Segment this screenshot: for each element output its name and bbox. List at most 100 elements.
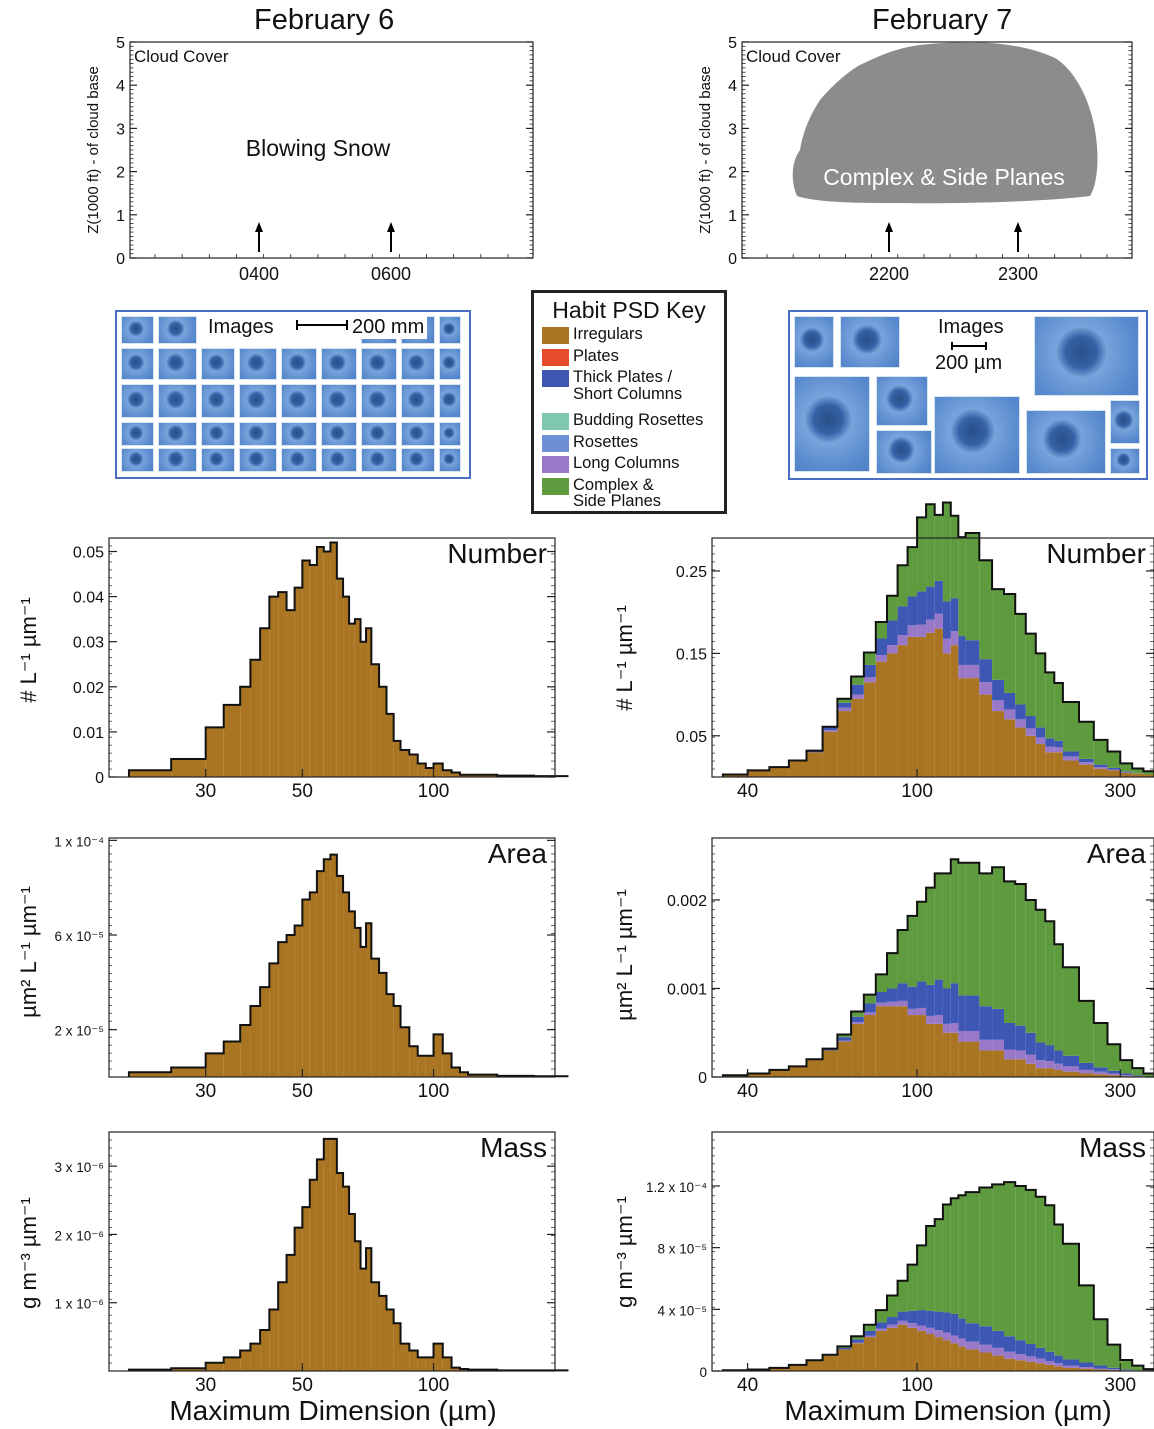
habit-label: Long Columns: [573, 455, 679, 472]
crystal-image-grid-feb6: [121, 316, 465, 473]
histogram-bar: [309, 1179, 317, 1371]
histogram-bar: [128, 1072, 172, 1077]
histogram-bar: [1054, 1224, 1063, 1356]
crystal-image-cell: [794, 376, 870, 472]
histogram-bar: [992, 1184, 1005, 1331]
crystal-image-cell: [876, 430, 932, 474]
histogram-bar: [1132, 768, 1144, 774]
histogram-bar: [897, 1000, 908, 1007]
histogram-bar: [747, 1073, 770, 1077]
y-tick-label: 2: [728, 165, 737, 182]
histogram-bar: [223, 704, 241, 777]
histogram-bar: [309, 565, 317, 777]
histogram-bar: [907, 1310, 918, 1324]
histogram-bar: [875, 622, 888, 639]
histogram-bar: [1035, 1358, 1046, 1364]
histogram-bar: [958, 678, 966, 777]
histogram-bar: [468, 774, 498, 777]
histogram-bar: [1035, 727, 1046, 738]
histogram-bar: [979, 682, 993, 695]
histogram-bar: [887, 1324, 898, 1328]
histogram-bar: [433, 1034, 443, 1077]
histogram-bar: [1004, 1049, 1016, 1060]
histogram-bar: [1132, 1365, 1144, 1371]
crystal-image-cell: [401, 448, 435, 472]
x-tick-label: 0600: [371, 264, 411, 284]
histogram-bar: [950, 1198, 959, 1314]
histogram-bar: [240, 686, 251, 777]
x-tick-label: 100: [901, 1081, 933, 1102]
histogram-bar: [979, 873, 993, 1007]
histogram-bar: [294, 587, 303, 777]
histogram-bar: [366, 1248, 372, 1371]
histogram-bar: [451, 772, 460, 777]
crystal-image-cell: [121, 422, 154, 446]
histogram-bar: [992, 679, 1005, 701]
x-tick-label: 100: [418, 1375, 450, 1396]
histogram-bar: [1093, 1368, 1108, 1370]
histogram-bar: [917, 591, 927, 625]
histogram-bar: [875, 661, 888, 777]
histogram-bar: [223, 1357, 241, 1371]
histogram-bar: [965, 995, 980, 1031]
histogram-bar: [260, 987, 270, 1077]
cloud-y-axis-label: Z(1000 ft) - of cloud base: [697, 66, 714, 234]
histogram-bar: [917, 901, 927, 982]
histogram-bar: [965, 1349, 980, 1371]
histogram-bar: [942, 601, 951, 639]
histogram-bar: [1120, 771, 1133, 773]
y-tick-label: 5: [728, 35, 737, 52]
histogram-bar: [1093, 1023, 1108, 1068]
histogram-bar: [887, 988, 898, 1002]
y-tick-label: 0: [116, 251, 125, 268]
crystal-image-cell: [239, 448, 277, 472]
histogram-bar: [417, 1357, 426, 1371]
histogram-bar: [926, 1023, 935, 1077]
x-tick-label: 2300: [998, 264, 1038, 284]
histogram-bar: [887, 1001, 898, 1007]
scale-text-feb6: 200 mm: [352, 316, 425, 338]
panel-title: Mass: [1079, 1132, 1146, 1163]
y-tick-label: 4 x 10⁻⁵: [658, 1303, 708, 1318]
histogram-bar: [897, 635, 908, 646]
histogram-bar: [950, 631, 959, 646]
histogram-bar: [1079, 762, 1094, 765]
histogram-bar: [958, 1041, 966, 1077]
histogram-panel: 1 x 10⁻⁴ 6 x 10⁻⁵ 2 x 10⁻⁵ 30 50 100 Area µm² L…: [16, 834, 569, 1102]
histogram-bar: [992, 1050, 1005, 1077]
histogram-bar: [1025, 633, 1036, 717]
habit-label-line: Rosettes: [573, 432, 639, 451]
histogram-bar: [459, 1368, 469, 1371]
histogram-bar: [788, 1066, 807, 1077]
histogram-bar: [1004, 1023, 1016, 1050]
histogram-bar: [992, 1347, 1005, 1356]
histogram-bar: [1093, 767, 1108, 769]
histogram-bar: [822, 1355, 838, 1371]
crystal-image-cell: [158, 348, 197, 380]
histogram-bar: [468, 1074, 498, 1077]
panel-title: Number: [1046, 538, 1146, 569]
histogram-bar: [992, 1355, 1005, 1371]
histogram-bar: [1120, 1369, 1133, 1371]
crystal-image-cell: [439, 316, 461, 344]
histogram-bar: [1045, 1364, 1055, 1371]
crystal-image-cell: [321, 384, 357, 418]
histogram-bar: [1062, 751, 1080, 757]
x-tick-label: 30: [195, 1081, 216, 1102]
histogram-bar: [950, 1032, 959, 1077]
y-axis-label: µm² L⁻¹ µm⁻¹: [16, 886, 41, 1018]
histogram-bar: [393, 1006, 401, 1077]
histogram-bar: [1054, 1363, 1063, 1367]
y-tick-label: 2: [116, 165, 125, 182]
arrow-up-icon: [885, 222, 893, 232]
y-tick-label: 0.04: [73, 590, 104, 607]
histogram-bar: [942, 988, 951, 1024]
histogram-bar: [917, 1015, 927, 1077]
crystal-image-cell: [239, 384, 277, 418]
histogram-bar: [822, 1050, 838, 1077]
habit-label-line: Budding Rosettes: [573, 411, 704, 430]
crystal-image-grid-feb7: [794, 316, 1142, 474]
histogram-bar: [907, 596, 918, 626]
histogram-bar: [1045, 1061, 1055, 1069]
habit-key-items: Irregulars Plates Thick Plates / Short Colu…: [534, 326, 724, 520]
